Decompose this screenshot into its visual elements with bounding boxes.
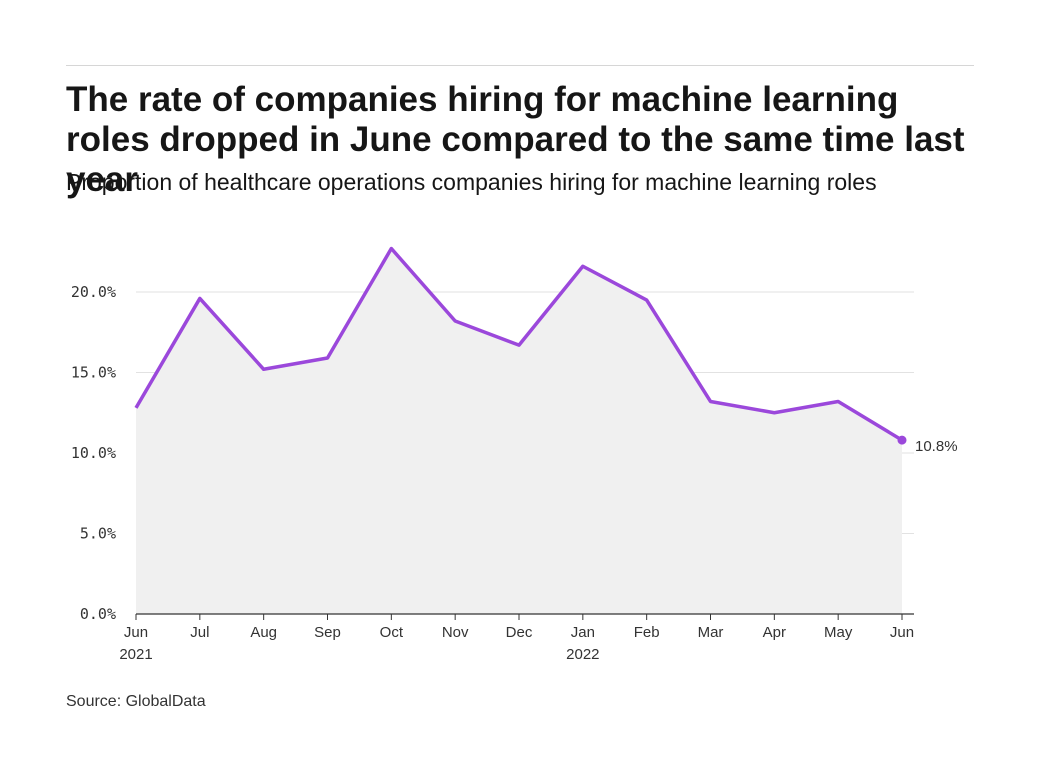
x-tick-label: Oct <box>380 624 404 641</box>
chart-subtitle: Proportion of healthcare operations comp… <box>66 169 877 195</box>
x-tick-label: Sep <box>314 624 341 641</box>
chart-title: The rate of companies hiring for machine… <box>66 80 965 199</box>
y-tick-label: 15.0% <box>71 364 116 382</box>
series-line <box>134 246 903 442</box>
x-tick-label: Mar <box>698 624 724 641</box>
x-tick-label: May <box>824 624 853 641</box>
x-tick-label: Dec <box>506 624 533 641</box>
x-tick-label: Apr <box>763 624 786 641</box>
top-divider <box>66 65 974 66</box>
y-tick-label: 5.0% <box>80 525 116 543</box>
end-point-marker <box>897 435 907 445</box>
area-fill <box>136 248 902 614</box>
x-tick-label: Jun <box>890 624 914 641</box>
y-tick-label: 0.0% <box>80 605 116 623</box>
line-chart: 0.0% 5.0% 10.0% 15.0% 20.0% Jun 2021 Jul Aug Sep… <box>71 246 958 663</box>
x-tick-label: Aug <box>250 624 277 641</box>
x-tick-label: Nov <box>442 624 469 641</box>
x-tick-label: Feb <box>634 624 660 641</box>
y-tick-label: 10.0% <box>71 444 116 462</box>
y-axis-ticks: 0.0% 5.0% 10.0% 15.0% 20.0% <box>71 283 116 623</box>
x-tick-label: Jul <box>190 624 209 641</box>
source-note: Source: GlobalData <box>66 693 206 710</box>
x-tick-label: Jun <box>124 624 148 641</box>
x-tick-label: Jan <box>571 624 595 641</box>
end-value-label: 10.8% <box>915 438 958 455</box>
x-year-label: 2022 <box>566 646 599 663</box>
x-year-label: 2021 <box>119 646 152 663</box>
y-tick-label: 20.0% <box>71 283 116 301</box>
x-axis-ticks: Jun 2021 Jul Aug Sep Oct Nov Dec Jan 2022 Feb Mar Ap… <box>119 614 914 663</box>
